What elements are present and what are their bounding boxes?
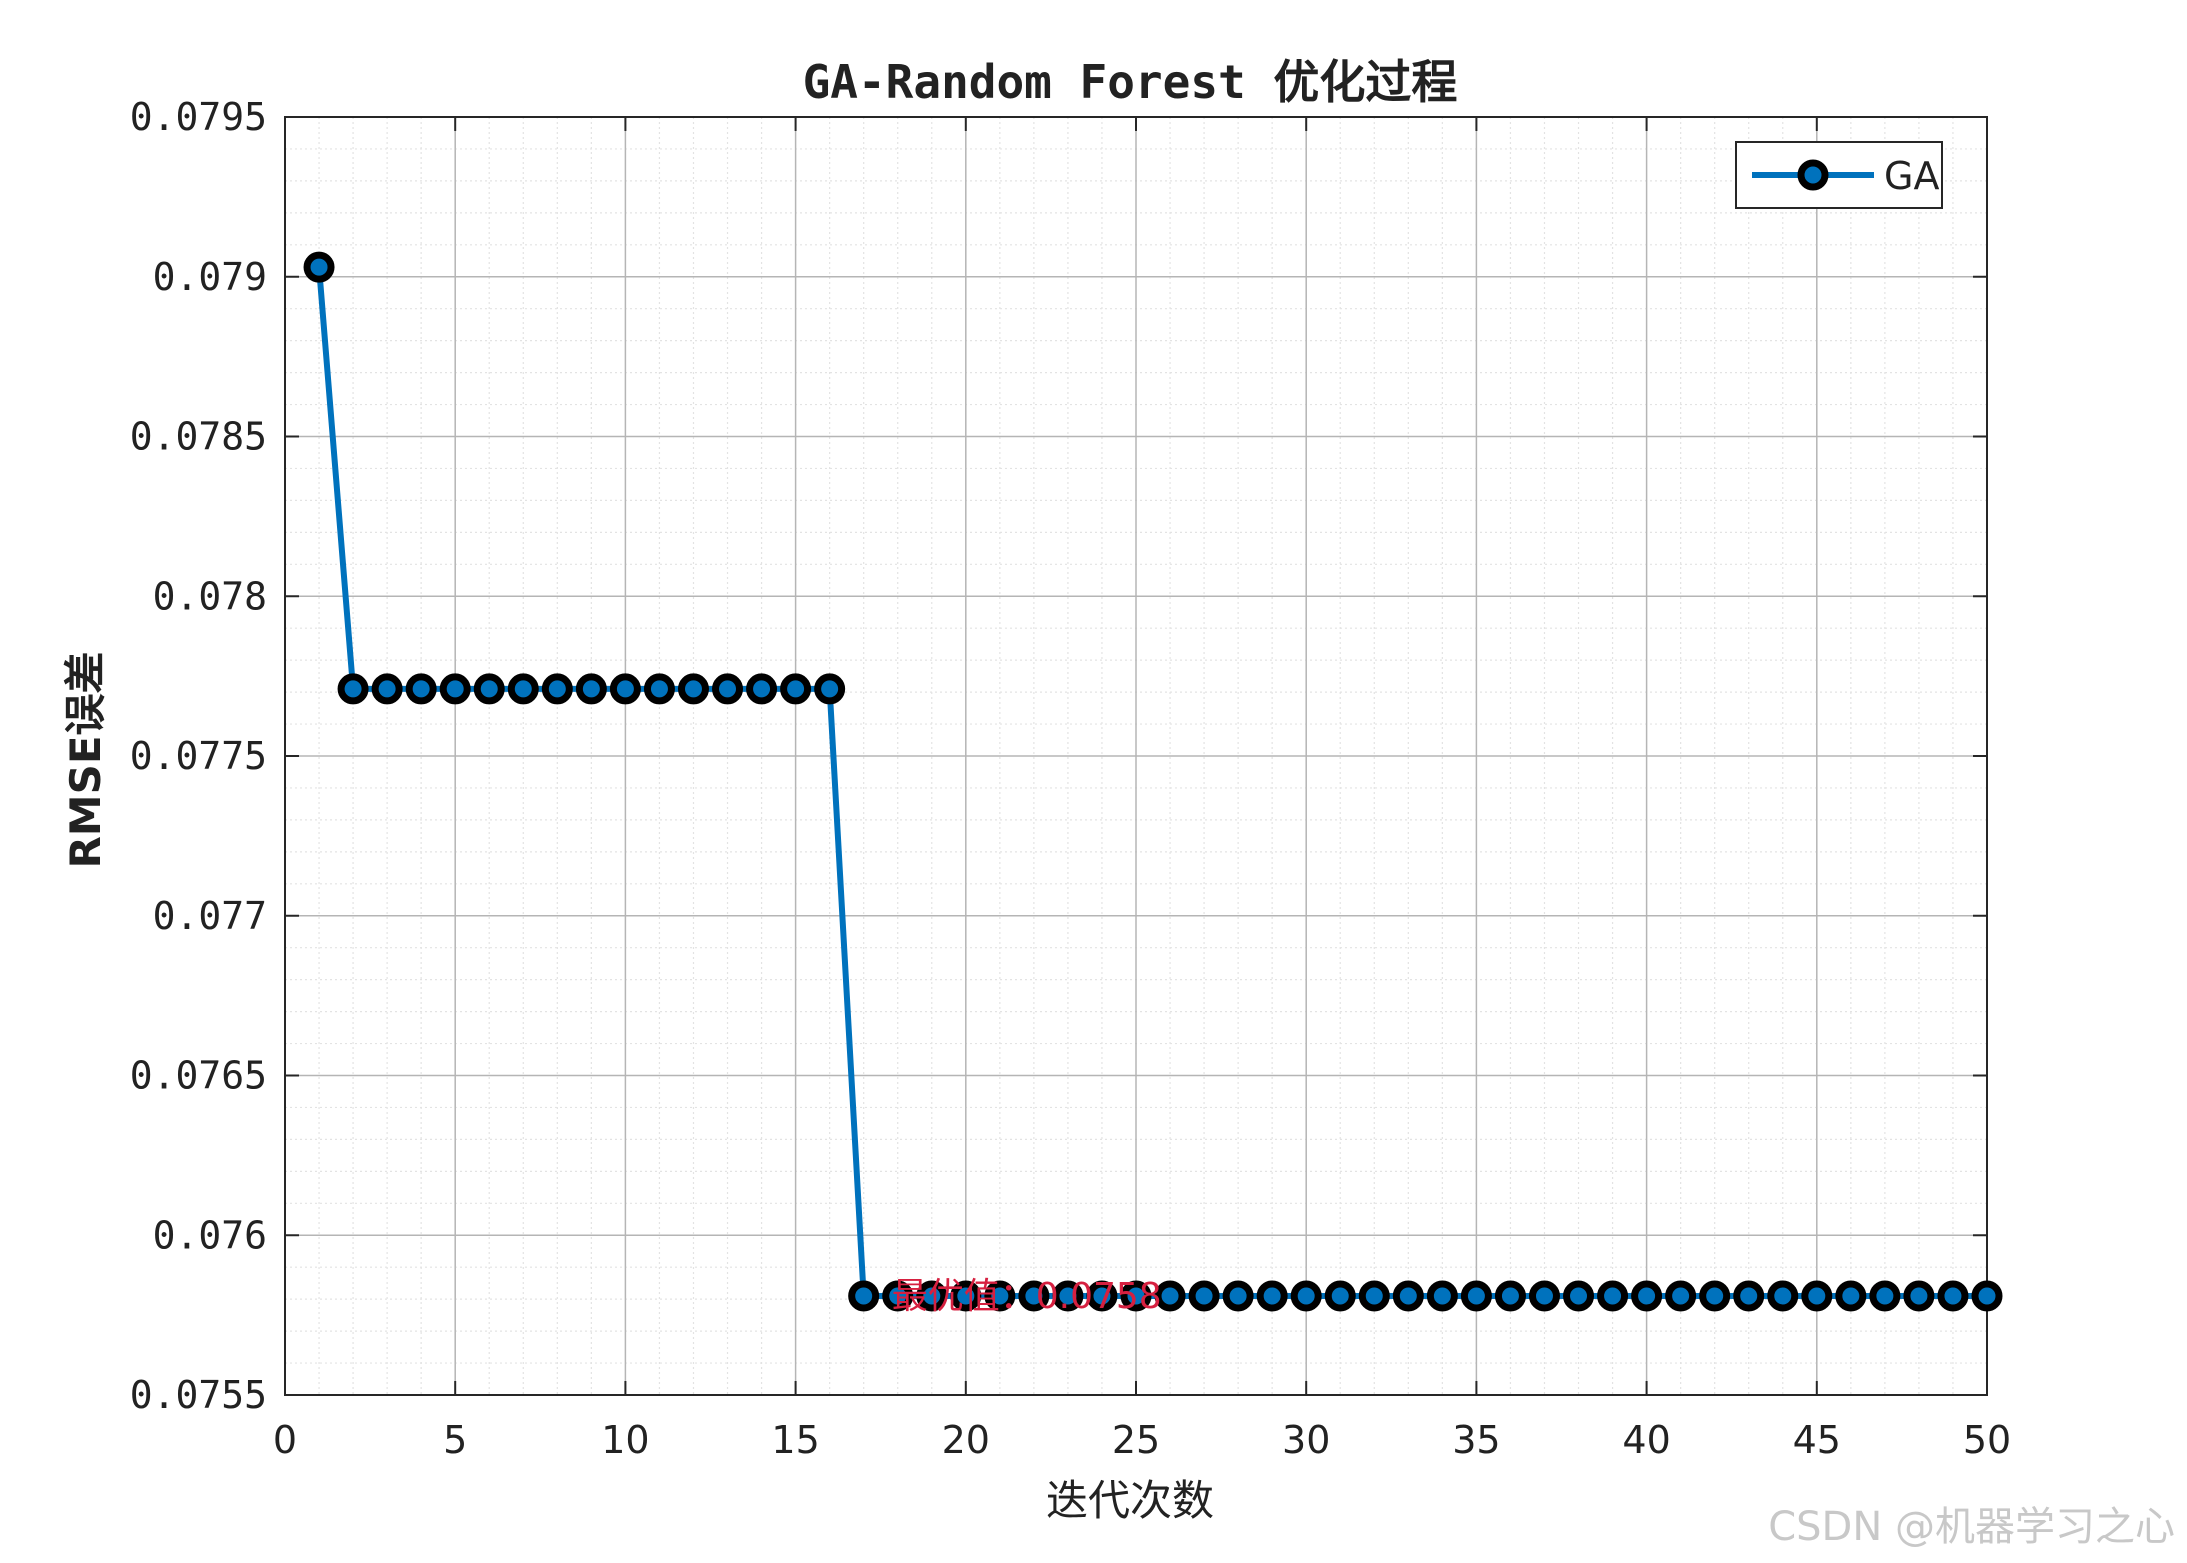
legend-marker (1797, 159, 1829, 191)
optimum-annotation: 最优值：0.0758 (892, 1276, 1162, 1317)
x-tick-label: 5 (443, 1418, 467, 1462)
data-point (575, 673, 607, 705)
data-point (950, 1280, 982, 1312)
data-point (712, 673, 744, 705)
data-point (1835, 1280, 1867, 1312)
data-point (1426, 1280, 1458, 1312)
axis-ticks (284, 116, 1988, 1396)
y-tick-labels: 0.0755 0.076 0.0765 0.077 0.0775 0.078 0.0785 0… (130, 95, 267, 1417)
x-tick-label: 40 (1622, 1418, 1670, 1462)
data-point (848, 1280, 880, 1312)
data-point (1937, 1280, 1969, 1312)
x-tick-label: 25 (1112, 1418, 1160, 1462)
chart-title: GA-Random Forest 优化过程 (803, 55, 1458, 109)
data-point (916, 1280, 948, 1312)
y-tick-label: 0.0795 (130, 95, 267, 139)
y-tick-label: 0.077 (153, 894, 267, 938)
x-tick-labels: 0 5 10 15 20 25 30 35 40 45 50 (273, 1418, 2011, 1462)
y-tick-label: 0.0785 (130, 415, 267, 459)
y-tick-label: 0.0775 (130, 734, 267, 778)
data-point (1052, 1280, 1084, 1312)
y-axis-label: RMSE误差 (61, 651, 110, 868)
data-point (1971, 1280, 2003, 1312)
data-point (1290, 1280, 1322, 1312)
data-point (1597, 1280, 1629, 1312)
data-point (1733, 1280, 1765, 1312)
y-tick-label: 0.0765 (130, 1054, 267, 1098)
data-point (609, 673, 641, 705)
x-tick-label: 0 (273, 1418, 297, 1462)
data-point (1188, 1280, 1220, 1312)
x-tick-label: 15 (771, 1418, 819, 1462)
legend-label-ga: GA (1884, 154, 1939, 198)
y-tick-label: 0.0755 (130, 1373, 267, 1417)
data-point (1120, 1280, 1152, 1312)
data-point (746, 673, 778, 705)
data-point (337, 673, 369, 705)
y-tick-label: 0.076 (153, 1213, 267, 1257)
data-point (882, 1280, 914, 1312)
y-tick-label: 0.079 (153, 255, 267, 299)
y-tick-label: 0.078 (153, 574, 267, 618)
data-point (984, 1280, 1016, 1312)
data-point (1460, 1280, 1492, 1312)
data-point (1528, 1280, 1560, 1312)
data-point (1324, 1280, 1356, 1312)
data-point (814, 673, 846, 705)
data-point (473, 673, 505, 705)
data-point (1903, 1280, 1935, 1312)
data-point (405, 673, 437, 705)
data-point (1358, 1280, 1390, 1312)
x-tick-label: 10 (601, 1418, 649, 1462)
data-point (1699, 1280, 1731, 1312)
major-grid (285, 117, 1987, 1395)
data-point (439, 673, 471, 705)
data-point (643, 673, 675, 705)
data-point (1563, 1280, 1595, 1312)
x-tick-label: 50 (1963, 1418, 2011, 1462)
data-point (303, 251, 335, 283)
data-point (1086, 1280, 1118, 1312)
data-point (371, 673, 403, 705)
data-point (541, 673, 573, 705)
x-tick-label: 30 (1282, 1418, 1330, 1462)
data-point (1665, 1280, 1697, 1312)
x-tick-label: 20 (942, 1418, 990, 1462)
data-point (1256, 1280, 1288, 1312)
marker-layer (303, 251, 2003, 1312)
data-point (1767, 1280, 1799, 1312)
data-point (1392, 1280, 1424, 1312)
data-point (1222, 1280, 1254, 1312)
data-point (1801, 1280, 1833, 1312)
x-tick-label: 35 (1452, 1418, 1500, 1462)
data-point (780, 673, 812, 705)
data-point (1869, 1280, 1901, 1312)
x-tick-label: 45 (1793, 1418, 1841, 1462)
watermark: CSDN @机器学习之心 (1768, 1504, 2175, 1550)
legend: GA (1735, 141, 1943, 209)
data-point (507, 673, 539, 705)
data-point (1494, 1280, 1526, 1312)
data-point (1018, 1280, 1050, 1312)
x-axis-label: 迭代次数 (1046, 1476, 1214, 1525)
data-point (677, 673, 709, 705)
data-point (1154, 1280, 1186, 1312)
data-point (1631, 1280, 1663, 1312)
